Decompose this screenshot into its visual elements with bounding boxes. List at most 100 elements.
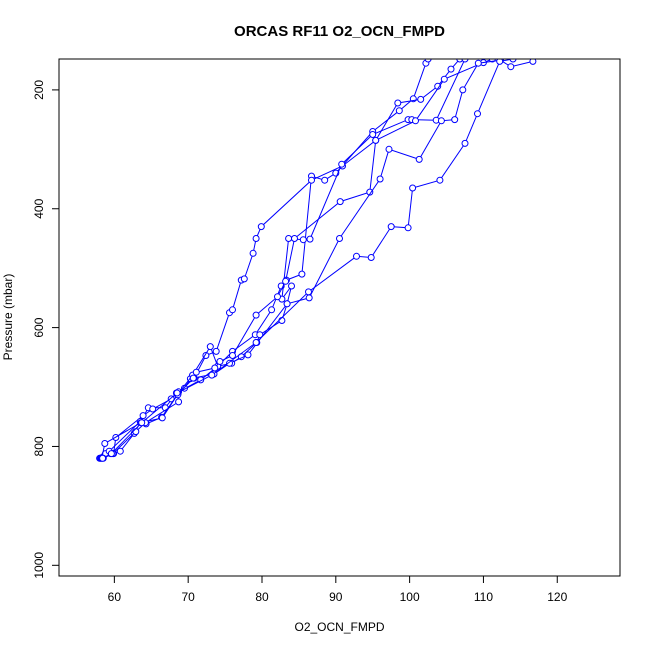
series-line — [99, 59, 429, 459]
data-point — [175, 398, 183, 406]
data-point — [192, 368, 200, 376]
data-point — [424, 59, 432, 63]
data-point — [456, 59, 464, 63]
y-axis-label: Pressure (mbar) — [1, 274, 15, 361]
data-point — [252, 311, 260, 319]
data-point — [299, 236, 307, 244]
data-point — [440, 75, 448, 83]
data-point — [461, 139, 469, 147]
data-point — [367, 254, 375, 261]
data-point — [447, 65, 455, 73]
y-tick-label: 800 — [32, 436, 46, 456]
x-axis-label: O2_OCN_FMPD — [294, 620, 384, 634]
data-point — [394, 99, 402, 107]
data-point — [288, 282, 295, 290]
data-point — [189, 374, 197, 382]
x-axis: 60 70 80 90 100 110 120 — [108, 575, 568, 604]
data-point — [321, 176, 329, 184]
data-point — [211, 364, 219, 372]
data-point — [415, 155, 423, 163]
data-point — [417, 95, 425, 103]
chart-title: ORCAS RF11 O2_OCN_FMPD — [234, 23, 445, 40]
data-point — [173, 389, 181, 397]
data-point — [256, 331, 264, 339]
data-point — [278, 317, 286, 324]
x-tick-label: 100 — [400, 590, 420, 604]
x-tick-label: 120 — [547, 590, 567, 604]
data-point — [474, 59, 482, 67]
data-point — [252, 339, 260, 346]
data-point — [336, 235, 343, 242]
data-point — [385, 145, 393, 153]
data-point — [149, 405, 157, 413]
data-point — [461, 59, 469, 63]
data-point — [229, 306, 236, 314]
data-point — [366, 188, 374, 196]
data-point — [216, 358, 224, 365]
data-point — [395, 107, 403, 115]
data-point — [336, 198, 344, 206]
data-point — [282, 277, 290, 285]
data-point — [226, 359, 233, 367]
data-point — [99, 454, 107, 462]
data-point — [252, 235, 260, 242]
data-point — [436, 176, 444, 184]
data-point — [132, 428, 140, 436]
data-point — [298, 270, 306, 278]
data-point — [412, 117, 419, 125]
data-point — [107, 450, 115, 458]
series-layer — [96, 59, 537, 462]
data-point — [353, 252, 360, 260]
data-point — [474, 110, 481, 118]
data-point — [138, 419, 146, 427]
y-tick-label: 400 — [32, 198, 46, 218]
x-tick-label: 90 — [329, 590, 343, 604]
data-point — [409, 184, 417, 192]
y-axis: 200 400 600 800 1000 — [32, 80, 60, 579]
data-point — [338, 160, 346, 168]
data-point — [244, 351, 252, 359]
data-point — [268, 306, 276, 314]
data-point — [529, 59, 537, 65]
x-tick-label: 110 — [474, 590, 493, 604]
data-point — [509, 59, 517, 63]
data-point — [306, 235, 314, 243]
data-point — [257, 223, 265, 231]
data-point — [229, 352, 236, 359]
series-line — [100, 59, 466, 459]
data-point — [285, 235, 293, 242]
data-point — [305, 288, 312, 296]
data-point — [451, 116, 459, 124]
series-6 — [99, 59, 517, 462]
data-point — [376, 175, 384, 183]
y-tick-label: 1000 — [32, 552, 46, 579]
data-point — [308, 176, 315, 184]
data-point — [387, 223, 395, 231]
data-point — [212, 347, 220, 355]
data-point — [158, 414, 166, 422]
x-tick-label: 80 — [255, 590, 269, 604]
data-point — [274, 293, 281, 301]
data-point — [291, 235, 298, 242]
data-point — [249, 249, 257, 257]
data-point — [101, 440, 109, 447]
data-point — [437, 117, 445, 125]
data-point — [496, 59, 504, 65]
data-point — [507, 63, 515, 71]
data-point — [305, 294, 313, 302]
data-point — [240, 275, 248, 283]
data-point — [372, 136, 380, 144]
y-tick-label: 200 — [32, 80, 46, 100]
data-point — [139, 412, 147, 420]
data-point — [208, 371, 216, 379]
data-point — [206, 343, 214, 351]
x-tick-label: 60 — [108, 590, 122, 604]
data-point — [116, 447, 124, 455]
data-point — [283, 300, 291, 308]
y-tick-label: 600 — [32, 317, 46, 337]
x-tick-label: 70 — [181, 590, 195, 604]
data-point — [369, 131, 377, 138]
data-point — [404, 224, 412, 232]
